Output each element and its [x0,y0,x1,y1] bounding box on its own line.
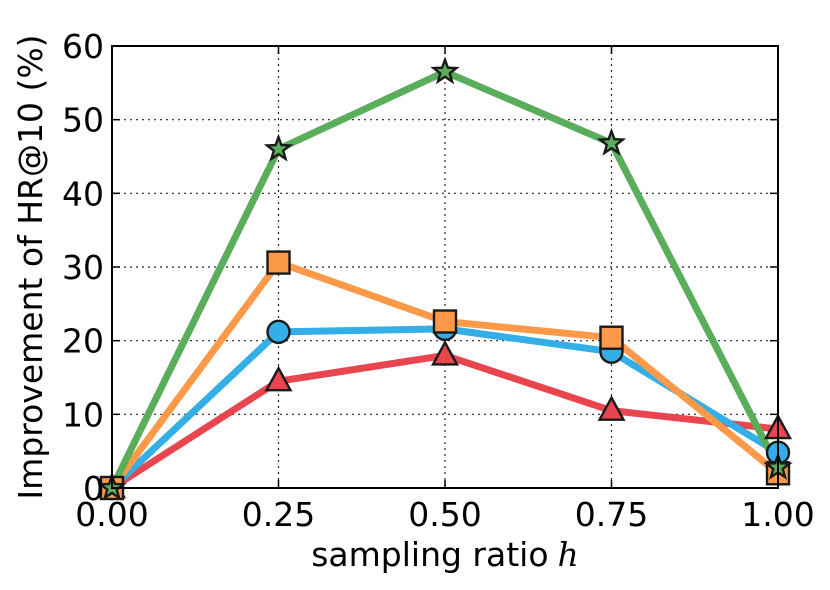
data-point-green-star [430,56,460,85]
y-tick-label: 60 [62,27,104,66]
data-point-blue-circle [266,319,291,345]
data-point-red-triangle [264,365,293,392]
y-tick-label: 20 [62,322,104,361]
y-tick-label: 10 [62,395,104,434]
x-tick-label: 0.75 [575,495,648,534]
y-tick-label: 40 [62,174,104,213]
data-point-green-star [263,133,294,162]
data-point-orange-square [599,325,624,350]
x-axis-label: sampling ratio h [311,535,579,574]
data-point-red-triangle [430,339,460,366]
data-point-green-star [596,127,627,156]
tick-labels: 0.00 0.25 0.50 0.75 1.00 0 10 20 30 40 50 60 [62,27,815,534]
x-tick-label: 0.50 [408,495,481,534]
data-point-red-triangle [597,395,626,421]
y-tick-label: 30 [62,248,104,287]
x-tick-label: 0.25 [242,495,315,534]
y-axis-label: Improvement of HR@10 (%) [11,34,50,499]
y-tick-label: 50 [62,101,104,140]
x-axis-label-text: sampling ratio [311,535,548,574]
series-line-red-triangle [108,351,782,492]
y-tick-label: 0 [83,469,104,508]
data-point-orange-square [266,250,291,275]
grid [112,46,778,488]
x-tick-label: 0.00 [75,495,148,534]
x-axis-label-variable: h [558,535,579,574]
data-point-orange-square [432,309,458,334]
x-tick-label: 1.00 [741,495,814,534]
